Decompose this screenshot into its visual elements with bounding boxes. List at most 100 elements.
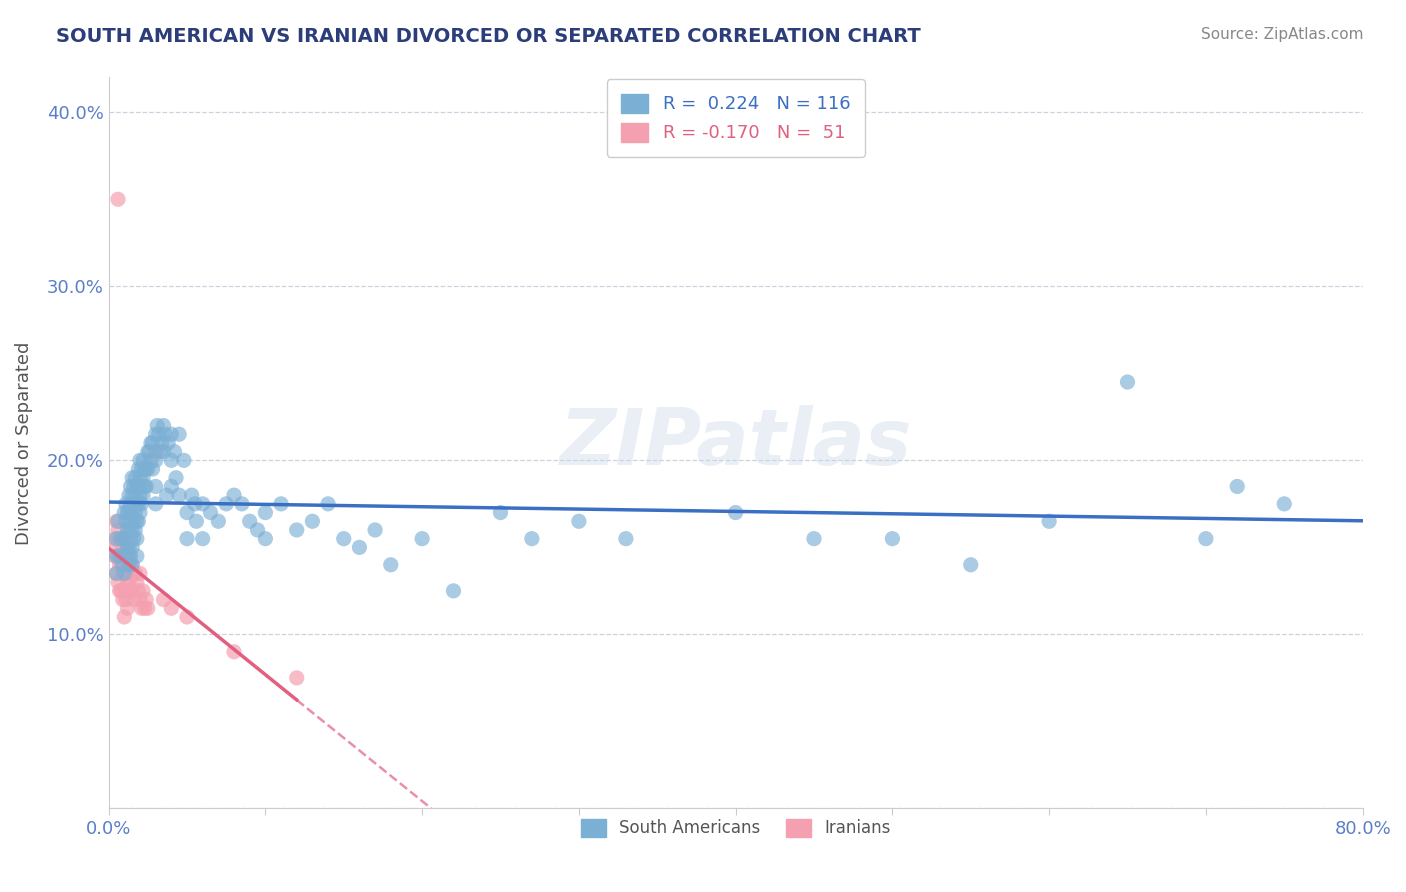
Y-axis label: Divorced or Separated: Divorced or Separated: [15, 342, 32, 545]
Point: [122, 497, 145, 511]
Point: [122, 514, 145, 528]
Point: [443, 583, 465, 598]
Point: [107, 575, 129, 590]
Point: [254, 506, 277, 520]
Point: [125, 549, 148, 563]
Point: [803, 532, 825, 546]
Point: [163, 444, 186, 458]
Point: [104, 549, 127, 563]
Point: [118, 541, 141, 555]
Point: [184, 497, 207, 511]
Point: [125, 575, 148, 590]
Point: [112, 610, 135, 624]
Point: [136, 601, 159, 615]
Point: [145, 479, 167, 493]
Point: [160, 479, 183, 493]
Point: [180, 488, 202, 502]
Point: [156, 488, 179, 502]
Point: [129, 488, 152, 502]
Point: [118, 506, 141, 520]
Point: [136, 444, 159, 458]
Point: [1272, 497, 1295, 511]
Point: [191, 497, 214, 511]
Point: [145, 444, 167, 458]
Point: [121, 583, 143, 598]
Point: [117, 575, 139, 590]
Point: [105, 514, 128, 528]
Point: [167, 488, 190, 502]
Point: [127, 497, 149, 511]
Point: [135, 462, 157, 476]
Point: [132, 453, 155, 467]
Legend: South Americans, Iranians: South Americans, Iranians: [574, 812, 897, 844]
Point: [107, 549, 129, 563]
Point: [207, 514, 229, 528]
Point: [115, 541, 138, 555]
Point: [122, 532, 145, 546]
Point: [117, 541, 139, 555]
Point: [131, 601, 153, 615]
Point: [254, 532, 277, 546]
Point: [117, 601, 139, 615]
Point: [285, 671, 308, 685]
Point: [349, 541, 371, 555]
Point: [165, 471, 187, 485]
Point: [160, 601, 183, 615]
Point: [120, 479, 142, 493]
Point: [125, 479, 148, 493]
Point: [152, 444, 174, 458]
Point: [121, 488, 143, 502]
Point: [121, 471, 143, 485]
Point: [139, 453, 162, 467]
Point: [157, 436, 180, 450]
Point: [246, 523, 269, 537]
Point: [111, 592, 134, 607]
Point: [105, 549, 128, 563]
Point: [115, 497, 138, 511]
Point: [145, 497, 167, 511]
Point: [125, 532, 148, 546]
Point: [111, 566, 134, 581]
Point: [132, 488, 155, 502]
Point: [127, 479, 149, 493]
Point: [138, 444, 160, 458]
Point: [117, 506, 139, 520]
Point: [124, 566, 146, 581]
Point: [139, 436, 162, 450]
Point: [132, 471, 155, 485]
Point: [110, 558, 132, 572]
Point: [105, 541, 128, 555]
Point: [121, 523, 143, 537]
Point: [112, 549, 135, 563]
Point: [108, 583, 131, 598]
Point: [1116, 375, 1139, 389]
Point: [129, 506, 152, 520]
Point: [316, 497, 339, 511]
Point: [121, 541, 143, 555]
Point: [107, 192, 129, 206]
Point: [131, 462, 153, 476]
Point: [141, 436, 163, 450]
Point: [134, 479, 156, 493]
Point: [120, 583, 142, 598]
Point: [121, 558, 143, 572]
Point: [1226, 479, 1249, 493]
Point: [127, 462, 149, 476]
Text: SOUTH AMERICAN VS IRANIAN DIVORCED OR SEPARATED CORRELATION CHART: SOUTH AMERICAN VS IRANIAN DIVORCED OR SE…: [56, 27, 921, 45]
Point: [112, 566, 135, 581]
Point: [239, 514, 262, 528]
Point: [117, 523, 139, 537]
Point: [117, 549, 139, 563]
Point: [882, 532, 904, 546]
Point: [107, 523, 129, 537]
Point: [107, 514, 129, 528]
Point: [125, 514, 148, 528]
Point: [145, 453, 167, 467]
Point: [122, 566, 145, 581]
Point: [124, 523, 146, 537]
Point: [568, 514, 591, 528]
Point: [191, 532, 214, 546]
Point: [131, 497, 153, 511]
Point: [301, 514, 323, 528]
Point: [105, 532, 128, 546]
